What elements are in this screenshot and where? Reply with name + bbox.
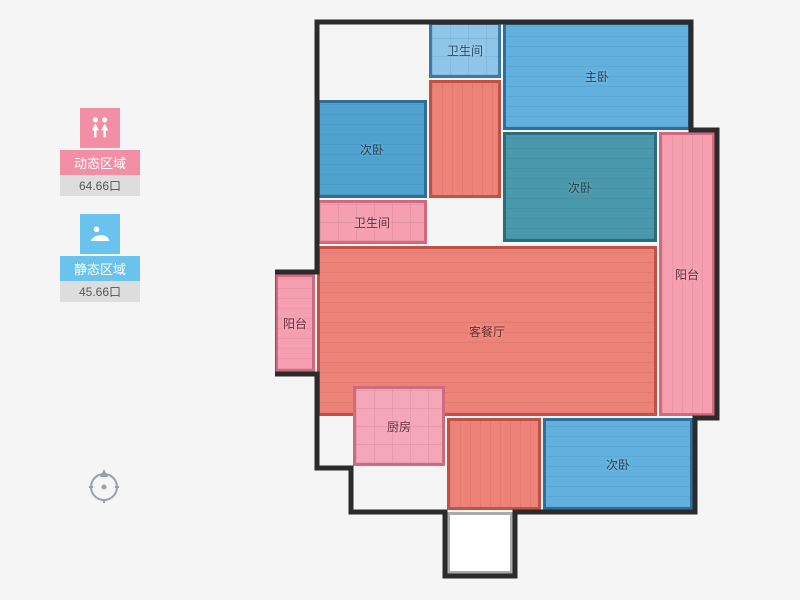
floorplan: 卫生间主卧次卧次卧卫生间阳台客餐厅阳台厨房次卧 [275,14,765,584]
room-label: 阳台 [283,315,307,332]
room-label: 阳台 [675,266,699,283]
room-hall-top [429,80,501,198]
room-bathroom-1: 卫生间 [429,22,501,78]
room-balcony-lft: 阳台 [275,274,315,372]
room-bedroom-2: 次卧 [317,100,427,198]
room-label: 卫生间 [354,214,390,231]
room-label: 客餐厅 [469,323,505,340]
room-balcony-rgt: 阳台 [659,132,715,416]
room-label: 次卧 [606,456,630,473]
compass-icon [84,465,124,510]
legend-static-value: 45.66口 [60,281,140,302]
room-label: 次卧 [568,179,592,196]
legend-static: 静态区域 45.66口 [60,214,140,302]
room-bathroom-2: 卫生间 [317,200,427,244]
legend: 动态区域 64.66口 静态区域 45.66口 [60,108,140,320]
legend-dynamic: 动态区域 64.66口 [60,108,140,196]
room-label: 卫生间 [447,42,483,59]
people-icon [80,108,120,148]
room-label: 次卧 [360,141,384,158]
room-kitchen: 厨房 [353,386,445,466]
rest-icon [80,214,120,254]
room-bedroom-4: 次卧 [543,418,693,510]
legend-dynamic-value: 64.66口 [60,175,140,196]
room-master-bed: 主卧 [503,22,691,130]
legend-dynamic-label: 动态区域 [60,150,140,175]
room-label: 厨房 [387,418,411,435]
room-bedroom-3: 次卧 [503,132,657,242]
legend-static-label: 静态区域 [60,256,140,281]
room-recess-btm [447,512,513,574]
room-hall-btm [447,418,541,510]
room-label: 主卧 [585,68,609,85]
